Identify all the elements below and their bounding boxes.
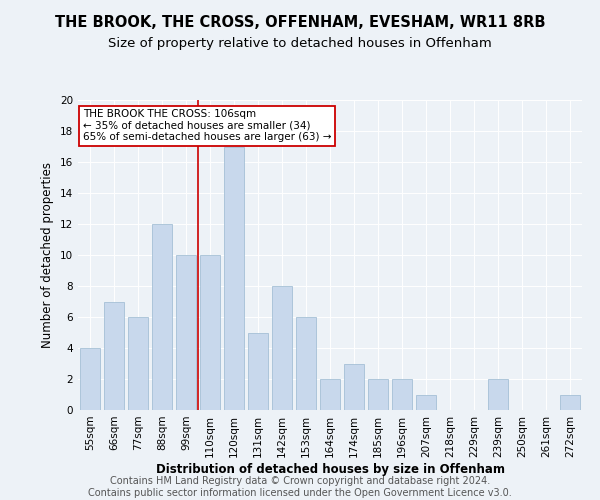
Bar	[560, 394, 580, 410]
X-axis label: Distribution of detached houses by size in Offenham: Distribution of detached houses by size …	[155, 462, 505, 475]
Bar	[488, 379, 508, 410]
Bar	[104, 302, 124, 410]
Bar	[80, 348, 100, 410]
Bar	[320, 379, 340, 410]
Bar	[392, 379, 412, 410]
Bar	[368, 379, 388, 410]
Bar	[128, 317, 148, 410]
Bar	[344, 364, 364, 410]
Bar	[248, 332, 268, 410]
Bar	[272, 286, 292, 410]
Bar	[416, 394, 436, 410]
Bar	[152, 224, 172, 410]
Y-axis label: Number of detached properties: Number of detached properties	[41, 162, 55, 348]
Text: THE BROOK THE CROSS: 106sqm
← 35% of detached houses are smaller (34)
65% of sem: THE BROOK THE CROSS: 106sqm ← 35% of det…	[83, 110, 332, 142]
Bar	[224, 146, 244, 410]
Bar	[296, 317, 316, 410]
Text: Contains HM Land Registry data © Crown copyright and database right 2024.
Contai: Contains HM Land Registry data © Crown c…	[88, 476, 512, 498]
Text: Size of property relative to detached houses in Offenham: Size of property relative to detached ho…	[108, 38, 492, 51]
Text: THE BROOK, THE CROSS, OFFENHAM, EVESHAM, WR11 8RB: THE BROOK, THE CROSS, OFFENHAM, EVESHAM,…	[55, 15, 545, 30]
Bar	[176, 255, 196, 410]
Bar	[200, 255, 220, 410]
